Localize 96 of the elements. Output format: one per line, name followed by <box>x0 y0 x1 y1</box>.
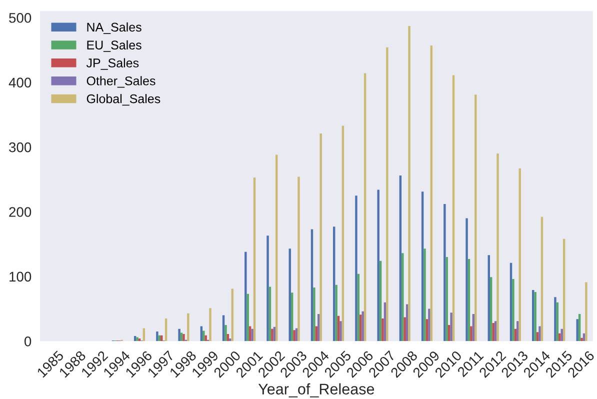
bar <box>313 287 316 342</box>
bar <box>518 168 521 342</box>
bar <box>536 332 539 342</box>
bar <box>585 282 588 342</box>
bar <box>576 319 578 342</box>
bar <box>448 324 450 342</box>
bar <box>428 308 430 342</box>
bar <box>554 297 556 342</box>
y-tick-label: 200 <box>9 207 32 217</box>
bar <box>290 292 294 342</box>
bar <box>187 313 190 342</box>
y-tick-label: 500 <box>9 12 32 23</box>
bar <box>562 238 566 342</box>
bar <box>337 316 340 342</box>
bar <box>340 321 342 342</box>
bar <box>136 337 138 342</box>
bar <box>229 338 232 342</box>
bar <box>450 312 452 342</box>
bar <box>355 196 358 342</box>
bar <box>540 216 544 342</box>
bar <box>332 226 336 342</box>
bar <box>404 317 406 342</box>
bar <box>490 277 492 342</box>
bar <box>430 45 433 342</box>
bar <box>468 258 470 342</box>
bar <box>318 314 320 342</box>
bar <box>386 47 388 342</box>
legend-label: Other_Sales <box>86 76 156 88</box>
bar <box>399 176 402 342</box>
bar <box>231 288 234 342</box>
bar <box>362 311 364 342</box>
bar <box>496 154 499 342</box>
bar <box>253 177 256 342</box>
bar <box>384 302 386 342</box>
legend-label: Global_Sales <box>86 94 160 106</box>
x-axis-title: Year_of_Release <box>258 383 374 398</box>
bar <box>209 308 212 342</box>
bar <box>364 73 366 342</box>
bar <box>310 229 314 342</box>
bar <box>298 176 300 342</box>
y-tick-label: 0 <box>24 336 32 346</box>
bar <box>510 262 512 342</box>
bar <box>293 330 296 342</box>
legend-label: NA_Sales <box>87 22 142 34</box>
bar <box>466 218 468 342</box>
bar <box>472 314 475 342</box>
bar <box>251 328 254 342</box>
bar <box>320 133 322 342</box>
bar <box>512 279 514 342</box>
legend-label: JP_Sales <box>86 58 139 70</box>
bar <box>474 94 477 342</box>
bar <box>342 126 344 342</box>
bar <box>444 204 446 342</box>
bar <box>357 274 360 342</box>
y-tick-label: 300 <box>9 142 32 152</box>
bar <box>360 314 362 342</box>
bar <box>421 192 424 342</box>
bar <box>578 314 581 342</box>
bar <box>408 26 410 342</box>
bar <box>580 338 583 342</box>
bar <box>377 190 380 342</box>
bar <box>494 321 497 342</box>
bar <box>379 260 382 342</box>
bar <box>156 331 158 342</box>
bar <box>178 328 180 342</box>
bar <box>288 248 291 342</box>
bar <box>488 255 490 342</box>
bar <box>402 253 404 342</box>
bar <box>224 324 227 342</box>
bar <box>516 321 519 342</box>
bar <box>266 236 269 342</box>
bar <box>382 318 384 342</box>
bar <box>182 334 185 342</box>
y-tick-label: 100 <box>10 272 32 282</box>
bar <box>335 284 338 342</box>
bar <box>406 304 408 342</box>
bar <box>470 326 472 342</box>
bar <box>204 335 207 342</box>
legend-label: EU_Sales <box>87 40 142 52</box>
bar <box>246 294 249 342</box>
bar <box>556 302 559 342</box>
bar <box>424 248 426 342</box>
bar <box>452 75 455 342</box>
bar <box>558 333 561 342</box>
bar <box>276 154 278 342</box>
bar <box>492 323 494 342</box>
bar <box>446 257 448 342</box>
bar <box>268 286 272 342</box>
bar <box>142 328 146 342</box>
bar <box>244 252 247 342</box>
bar <box>538 326 541 342</box>
bar <box>180 332 183 342</box>
bar <box>295 328 298 342</box>
bar <box>164 318 168 342</box>
bar <box>426 319 428 342</box>
y-tick-label: 400 <box>8 78 32 88</box>
